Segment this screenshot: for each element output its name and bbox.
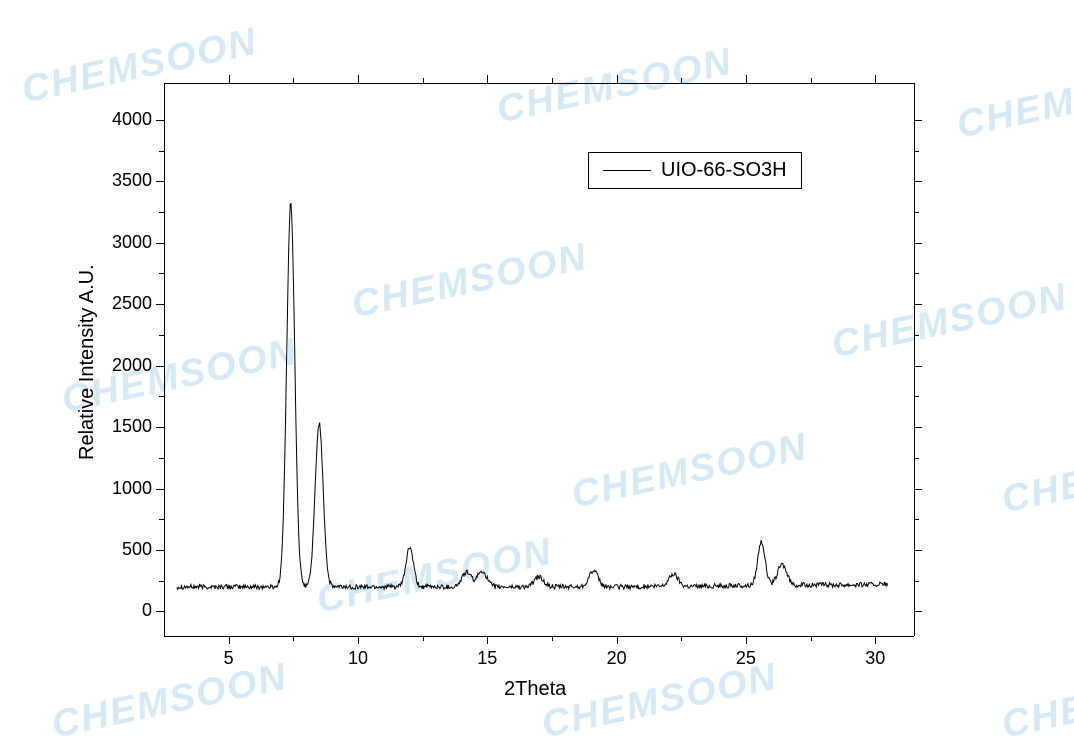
xrd-curve xyxy=(0,0,1074,750)
xrd-line xyxy=(177,204,888,590)
